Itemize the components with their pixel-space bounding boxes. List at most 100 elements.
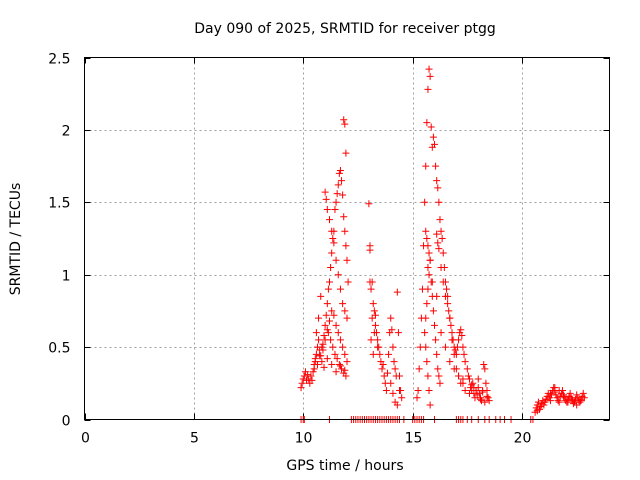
data-point [424,372,432,380]
data-point [326,317,333,325]
data-point [321,188,329,196]
data-point [328,307,336,315]
data-point [435,245,443,253]
data-point [323,355,331,363]
data-point [541,398,549,406]
data-point [424,263,432,271]
data-point [333,190,341,198]
data-point [423,300,431,308]
data-point [396,387,403,395]
data-point [472,387,480,395]
data-point [485,397,493,405]
data-point [546,389,554,397]
data-point [555,398,563,406]
data-point [343,358,351,366]
data-point [425,387,433,395]
data-point [561,394,569,402]
data-point [335,169,343,177]
data-point [568,395,576,403]
data-point [338,365,346,373]
data-point [331,350,339,358]
data-point [383,369,391,377]
data-point [341,120,349,128]
data-point [427,123,435,131]
data-point [476,395,484,403]
data-point [441,343,449,351]
data-point [431,140,438,148]
data-point [552,391,560,399]
chart-title: Day 090 of 2025, SRMTID for receiver ptg… [194,21,496,37]
data-point [576,398,584,406]
x-axis-label: GPS time / hours [286,458,403,474]
data-point [334,329,342,337]
y-tick-label: 0 [62,414,71,430]
data-point [297,384,305,392]
data-point [422,314,430,322]
data-point [327,263,335,271]
data-point [423,235,431,242]
data-point [374,336,382,344]
data-point [533,407,541,415]
y-tick-label: 1 [62,269,71,285]
data-point [554,397,562,405]
data-point [426,401,434,409]
data-point [334,271,342,279]
data-point [555,387,563,395]
x-tick-label: 0 [81,431,90,447]
data-point [428,278,436,286]
data-point [460,350,468,358]
data-point [385,350,393,358]
data-point [573,391,581,399]
y-axis-label: SRMTID / TECUs [8,183,24,296]
data-point [390,358,398,366]
data-point [398,394,406,402]
data-point [437,227,445,235]
y-tick-label: 0.5 [48,341,70,357]
data-point [423,358,431,366]
data-point [371,321,379,329]
data-point [459,379,467,387]
data-point [389,343,397,351]
data-point [335,360,343,368]
data-point [330,239,338,247]
data-point [463,365,471,373]
data-point [341,350,349,358]
grid-lines [84,57,610,420]
data-point [315,314,323,322]
data-point [341,227,349,235]
data-point [426,256,434,264]
data-point [298,379,306,387]
data-point [387,379,395,387]
data-point [481,398,489,406]
data-point [321,336,329,344]
data-point [396,372,403,380]
data-point [422,162,430,170]
data-point [564,398,572,406]
data-point [432,336,440,344]
data-point [378,365,386,373]
data-point [468,381,476,389]
data-point [426,72,434,80]
data-point [542,395,550,403]
data-point [425,65,433,73]
data-point [439,249,447,257]
data-point [480,360,488,368]
data-point [441,292,449,300]
data-point [466,375,473,383]
data-point [309,368,317,376]
data-point [421,198,429,206]
data-point [569,400,577,408]
data-point [332,198,340,206]
data-point [324,329,332,337]
data-points [297,65,588,423]
data-point [432,162,440,170]
data-point [322,311,330,319]
data-point [553,394,561,402]
data-point [448,329,456,337]
data-point [422,343,430,351]
data-point [580,394,588,402]
data-point [429,133,437,141]
data-point [566,389,574,397]
data-point [436,379,444,387]
